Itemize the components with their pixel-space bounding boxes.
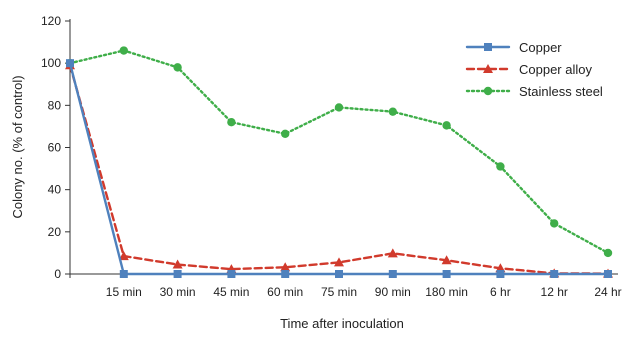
data-point	[119, 270, 128, 278]
data-point	[66, 59, 74, 68]
data-point	[603, 248, 613, 258]
series-copper	[66, 59, 612, 278]
data-point	[173, 270, 182, 278]
data-point	[550, 219, 559, 228]
data-point	[173, 63, 182, 72]
series-layer	[65, 46, 613, 278]
legend-label: Copper	[519, 40, 562, 55]
legend-label: Stainless steel	[519, 84, 603, 99]
x-axis-title: Time after inoculation	[280, 316, 404, 331]
data-point	[335, 270, 343, 278]
y-tick-label: 0	[54, 267, 61, 281]
legend-label: Copper alloy	[519, 62, 592, 77]
legend-item: Copper alloy	[465, 62, 592, 77]
data-point	[388, 107, 397, 116]
legend-marker	[484, 43, 492, 51]
data-point	[281, 270, 290, 278]
legend-marker	[483, 86, 493, 96]
x-tick-label: 60 min	[267, 285, 303, 299]
x-tick-label: 24 hr	[594, 285, 621, 299]
x-tick-label: 90 min	[375, 285, 411, 299]
x-tick-label: 30 min	[160, 285, 196, 299]
x-tick-label: 75 min	[321, 285, 357, 299]
data-point	[496, 270, 505, 278]
data-point	[387, 248, 398, 258]
data-point	[227, 118, 236, 127]
x-tick-label: 6 hr	[490, 285, 511, 299]
y-tick-label: 40	[48, 183, 62, 197]
data-point	[442, 121, 451, 130]
x-tick-label: 180 min	[425, 285, 468, 299]
data-point	[496, 162, 505, 171]
y-tick-label: 20	[48, 225, 62, 239]
legend: Copper Copper alloy Stainless steel	[465, 40, 603, 99]
x-tick-label: 45 min	[213, 285, 249, 299]
data-point	[334, 257, 344, 267]
x-tick-label: 12 hr	[541, 285, 568, 299]
data-point	[280, 262, 291, 272]
legend-item: Stainless steel	[465, 84, 603, 99]
x-tick-label: 15 min	[106, 285, 142, 299]
axes: 0 20 40 60 80 100 120 15 min 30 min 45 min 60 min 7…	[41, 14, 622, 299]
data-point	[119, 46, 128, 55]
data-point	[172, 259, 183, 269]
series-stainless-steel	[65, 46, 613, 258]
data-point	[334, 103, 344, 112]
y-axis-title: Colony no. (% of control)	[10, 75, 25, 218]
y-tick-label: 80	[48, 98, 62, 112]
data-point	[281, 129, 290, 138]
data-point	[550, 270, 559, 278]
legend-item: Copper	[465, 40, 562, 55]
legend-marker	[483, 64, 493, 73]
data-point	[388, 270, 397, 278]
data-point	[442, 270, 451, 278]
series-line	[68, 49, 610, 255]
y-tick-label: 60	[48, 141, 62, 155]
data-point	[441, 255, 452, 265]
y-tick-label: 100	[41, 56, 61, 70]
data-point	[604, 270, 612, 278]
y-tick-label: 120	[41, 14, 61, 28]
data-point	[118, 251, 129, 261]
data-point	[227, 270, 236, 278]
